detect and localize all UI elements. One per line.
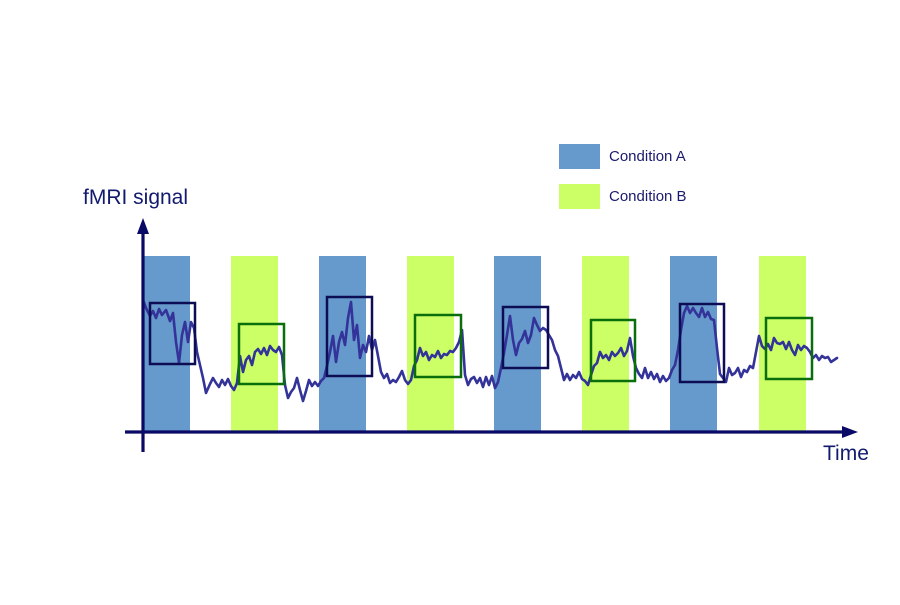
response-box-condition-b	[589, 318, 637, 383]
response-box-condition-b	[413, 313, 463, 379]
response-box-condition-b	[237, 322, 286, 386]
response-box-condition-a	[325, 295, 374, 378]
fmri-signal-trace	[141, 298, 839, 403]
x-axis-arrowhead	[842, 426, 858, 438]
y-axis-label: fMRI signal	[83, 186, 189, 209]
y-axis-arrowhead	[137, 218, 149, 234]
response-box-condition-a	[678, 302, 726, 384]
legend-swatch-condition-b	[559, 184, 600, 209]
response-box-condition-a	[148, 301, 197, 366]
legend-label-condition-a: Condition A	[609, 148, 686, 165]
legend-label-condition-b: Condition B	[609, 188, 687, 205]
x-axis-label: Time	[823, 442, 869, 465]
condition-a-block	[670, 256, 717, 432]
response-box-condition-a	[501, 305, 550, 370]
response-box-condition-b	[764, 316, 814, 381]
legend-swatch-condition-a	[559, 144, 600, 169]
legend-item-condition-a: Condition A	[559, 144, 686, 169]
condition-b-block	[582, 256, 629, 432]
legend-item-condition-b: Condition B	[559, 184, 687, 209]
